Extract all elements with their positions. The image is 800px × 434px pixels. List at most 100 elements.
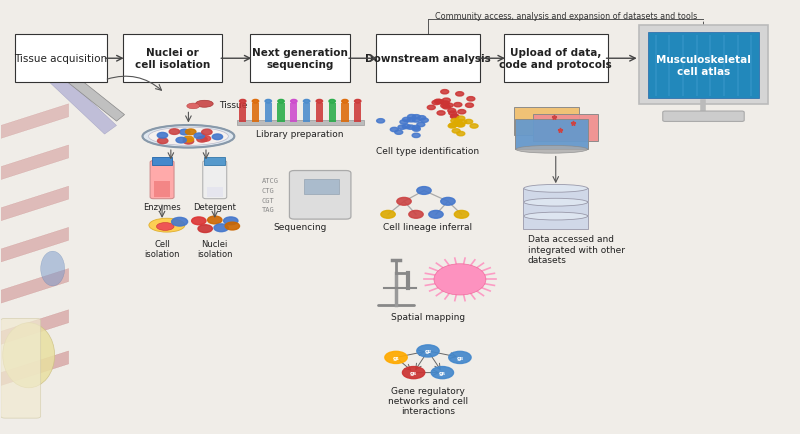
Polygon shape — [45, 70, 117, 135]
Circle shape — [354, 100, 361, 104]
Circle shape — [179, 130, 190, 135]
Circle shape — [397, 198, 411, 206]
Ellipse shape — [149, 128, 228, 146]
FancyBboxPatch shape — [523, 216, 589, 229]
Circle shape — [437, 112, 445, 116]
Text: Nuclei or
cell isolation: Nuclei or cell isolation — [135, 48, 210, 70]
Circle shape — [458, 110, 466, 115]
Circle shape — [441, 90, 449, 95]
Circle shape — [452, 129, 460, 134]
Text: g₅: g₅ — [438, 370, 446, 375]
Text: TAG: TAG — [262, 207, 274, 213]
Circle shape — [342, 100, 348, 104]
FancyBboxPatch shape — [150, 161, 174, 199]
Circle shape — [394, 131, 402, 135]
Text: CTG: CTG — [262, 187, 274, 194]
Circle shape — [429, 211, 443, 219]
Circle shape — [407, 115, 415, 119]
Circle shape — [465, 120, 473, 125]
Circle shape — [412, 118, 420, 123]
Circle shape — [252, 100, 258, 104]
Text: Data accessed and
integrated with other
datasets: Data accessed and integrated with other … — [528, 235, 625, 264]
Circle shape — [390, 128, 398, 132]
FancyBboxPatch shape — [202, 161, 226, 199]
FancyBboxPatch shape — [514, 108, 578, 136]
Ellipse shape — [196, 101, 213, 108]
Text: Detergent: Detergent — [194, 203, 236, 212]
Circle shape — [457, 117, 465, 121]
Polygon shape — [1, 269, 69, 303]
Circle shape — [407, 118, 415, 123]
Circle shape — [449, 352, 471, 364]
Polygon shape — [1, 105, 69, 139]
Circle shape — [442, 99, 450, 103]
Text: Sequencing: Sequencing — [274, 222, 327, 231]
FancyBboxPatch shape — [154, 181, 170, 197]
Circle shape — [417, 123, 425, 127]
Circle shape — [466, 104, 474, 108]
Ellipse shape — [2, 323, 54, 388]
Ellipse shape — [524, 199, 588, 207]
Circle shape — [278, 100, 284, 104]
Circle shape — [377, 119, 385, 124]
Circle shape — [456, 92, 464, 97]
Circle shape — [451, 119, 459, 124]
FancyBboxPatch shape — [14, 35, 106, 83]
Circle shape — [467, 97, 475, 102]
Text: g₂: g₂ — [425, 349, 431, 354]
Circle shape — [451, 115, 459, 119]
Ellipse shape — [157, 223, 174, 231]
FancyBboxPatch shape — [354, 104, 362, 122]
FancyBboxPatch shape — [265, 104, 272, 122]
FancyBboxPatch shape — [504, 35, 608, 83]
Text: Upload of data,
code and protocols: Upload of data, code and protocols — [499, 48, 612, 70]
Polygon shape — [1, 351, 69, 386]
Circle shape — [400, 121, 408, 125]
Circle shape — [456, 123, 464, 127]
FancyBboxPatch shape — [252, 104, 259, 122]
Circle shape — [398, 126, 406, 130]
Text: Community access, analysis and expansion of datasets and tools: Community access, analysis and expansion… — [434, 12, 697, 20]
Text: CGT: CGT — [262, 197, 274, 203]
Circle shape — [265, 100, 271, 104]
Circle shape — [418, 116, 426, 121]
FancyBboxPatch shape — [647, 33, 759, 99]
Circle shape — [448, 109, 456, 114]
Circle shape — [197, 137, 207, 143]
Text: ATCG: ATCG — [262, 178, 279, 184]
Ellipse shape — [41, 252, 65, 286]
FancyBboxPatch shape — [523, 188, 589, 201]
FancyBboxPatch shape — [638, 26, 768, 105]
Circle shape — [441, 104, 449, 108]
Circle shape — [402, 125, 410, 129]
Text: Spatial mapping: Spatial mapping — [391, 312, 465, 321]
FancyBboxPatch shape — [662, 112, 744, 122]
Text: Library preparation: Library preparation — [257, 130, 344, 138]
FancyBboxPatch shape — [316, 104, 323, 122]
Circle shape — [225, 223, 239, 230]
Circle shape — [183, 137, 194, 143]
Circle shape — [198, 225, 212, 233]
Text: Cell
isolation: Cell isolation — [144, 240, 180, 259]
Circle shape — [442, 102, 450, 106]
Circle shape — [412, 126, 420, 131]
FancyBboxPatch shape — [290, 171, 351, 220]
FancyBboxPatch shape — [1, 319, 41, 418]
Ellipse shape — [149, 219, 185, 233]
Circle shape — [442, 105, 450, 110]
Text: Cell type identification: Cell type identification — [377, 147, 479, 156]
FancyBboxPatch shape — [237, 121, 364, 126]
Circle shape — [158, 138, 168, 144]
Text: Gene regulatory
networks and cell
interactions: Gene regulatory networks and cell intera… — [388, 386, 468, 415]
FancyBboxPatch shape — [278, 104, 285, 122]
FancyBboxPatch shape — [122, 35, 222, 83]
Circle shape — [176, 138, 186, 144]
Circle shape — [402, 118, 410, 122]
Circle shape — [448, 125, 456, 129]
Circle shape — [445, 104, 453, 108]
FancyBboxPatch shape — [329, 104, 336, 122]
Circle shape — [192, 217, 206, 225]
Circle shape — [316, 100, 322, 104]
Circle shape — [454, 103, 462, 108]
Ellipse shape — [524, 185, 588, 193]
